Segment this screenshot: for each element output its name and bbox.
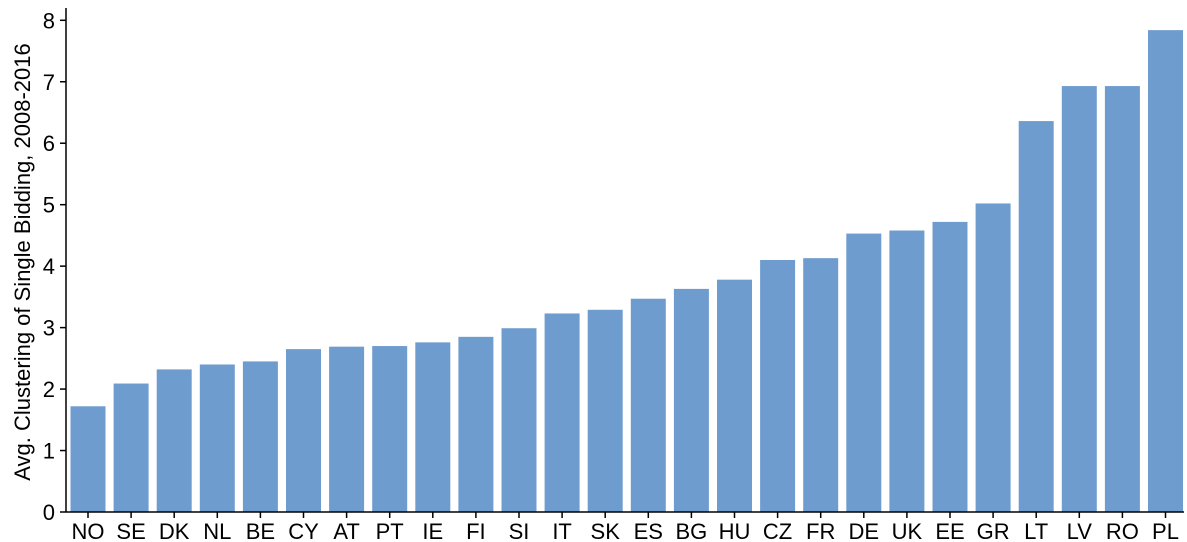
bar-cy [286,349,321,512]
bar-ro [1104,86,1140,512]
bar-bg [673,288,709,512]
bar-be [242,361,278,512]
bar-ee [932,221,968,512]
bar-ie [415,342,451,512]
bar-es [630,298,666,512]
x-tick-label: FI [466,519,486,542]
x-tick-label: CZ [763,519,792,542]
bar-cz [760,260,796,512]
x-tick-label: AT [333,519,359,542]
y-tick-label: 6 [43,131,55,156]
x-tick-label: BE [246,519,275,542]
bar-uk [889,230,925,512]
y-tick-label: 0 [43,500,55,525]
x-tick-label: FR [806,519,835,542]
bar-se [113,383,149,512]
x-tick-label: RO [1106,519,1139,542]
y-tick-label: 4 [43,254,55,279]
x-tick-label: DK [159,519,190,542]
y-tick-label: 8 [43,8,55,33]
bar-hu [717,279,752,512]
bar-at [329,346,365,512]
y-axis-title: Avg. Clustering of Single Bidding, 2008-… [10,43,35,480]
bar-pl [1148,30,1183,512]
bar-si [501,328,537,512]
bar-fr [803,258,839,512]
axes-group [65,8,1184,513]
x-tick-label: SI [509,519,530,542]
bar-it [544,313,580,512]
x-tick-label: UK [892,519,923,542]
bar-nl [199,364,235,512]
bar-fi [458,336,494,512]
x-tick-label: IT [552,519,572,542]
y-tick-label: 2 [43,377,55,402]
x-tick-label: SK [591,519,621,542]
x-tick-label: GR [977,519,1010,542]
y-ticks-group: 0 1 2 3 4 5 6 7 8 [43,8,66,525]
bar-no [70,406,106,512]
y-tick-label: 1 [43,439,55,464]
x-ticks-group: NO SE DK NL BE CY AT PT IE FI SI IT SK ES BG HU CZ FR DE UK… [72,512,1179,542]
x-tick-label: LV [1067,519,1093,542]
bar-lv [1061,86,1097,512]
bar-sk [587,309,623,512]
x-tick-label: SE [116,519,145,542]
x-tick-label: PT [376,519,404,542]
y-tick-label: 3 [43,316,55,341]
x-tick-label: PL [1152,519,1179,542]
y-tick-label: 7 [43,70,55,95]
bar-dk [156,369,192,512]
x-tick-label: IE [422,519,443,542]
y-tick-label: 5 [43,193,55,218]
x-tick-label: NO [72,519,105,542]
x-tick-label: BG [676,519,708,542]
bar-de [846,233,882,512]
bar-lt [1018,121,1054,512]
x-tick-label: CY [288,519,319,542]
bars-group [70,30,1183,512]
x-tick-label: ES [634,519,663,542]
bar-gr [975,203,1011,512]
x-tick-label: DE [849,519,880,542]
x-tick-label: LT [1024,519,1048,542]
x-tick-label: HU [719,519,751,542]
x-tick-label: EE [935,519,964,542]
bar-pt [372,346,408,512]
x-tick-label: NL [203,519,231,542]
